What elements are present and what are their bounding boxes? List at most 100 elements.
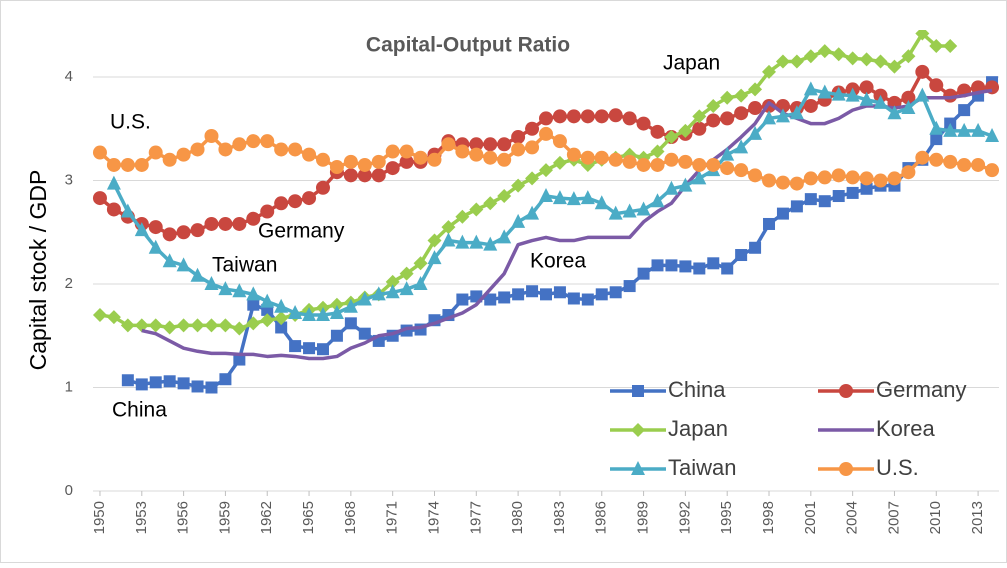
marker xyxy=(232,321,247,336)
marker xyxy=(469,147,484,162)
marker xyxy=(985,127,1000,142)
marker xyxy=(762,64,777,79)
marker xyxy=(803,49,818,64)
marker xyxy=(803,81,818,96)
y-tick-label: 2 xyxy=(65,275,73,292)
marker xyxy=(176,257,191,272)
marker xyxy=(566,147,581,162)
marker xyxy=(315,180,330,195)
marker xyxy=(832,190,845,203)
marker xyxy=(706,98,721,113)
marker xyxy=(162,253,177,268)
marker xyxy=(665,259,678,272)
x-tick-label: 1992 xyxy=(676,501,693,534)
series-line xyxy=(141,88,993,361)
marker xyxy=(121,374,134,387)
marker xyxy=(831,168,846,183)
marker xyxy=(720,90,735,105)
marker xyxy=(191,380,204,393)
marker xyxy=(385,161,400,176)
marker xyxy=(343,298,358,313)
x-tick-label: 1959 xyxy=(216,501,233,534)
marker xyxy=(650,124,665,139)
marker xyxy=(748,82,763,97)
marker xyxy=(469,202,484,217)
marker xyxy=(664,152,679,167)
marker xyxy=(901,49,916,64)
legend-label: U.S. xyxy=(876,455,919,480)
marker xyxy=(957,157,972,172)
marker xyxy=(246,211,261,226)
marker xyxy=(859,80,874,95)
marker xyxy=(664,180,679,195)
marker xyxy=(162,320,177,335)
marker xyxy=(707,257,720,270)
marker xyxy=(497,189,512,204)
marker xyxy=(887,171,902,186)
marker xyxy=(748,101,763,116)
y-tick-label: 4 xyxy=(65,68,73,85)
marker xyxy=(455,144,470,159)
marker xyxy=(706,113,721,128)
marker xyxy=(399,154,414,169)
marker xyxy=(539,163,553,178)
marker xyxy=(943,154,958,169)
marker xyxy=(929,38,944,53)
marker xyxy=(190,267,205,282)
marker xyxy=(901,165,916,180)
marker xyxy=(260,313,275,328)
marker xyxy=(399,266,414,281)
marker xyxy=(511,142,526,157)
marker xyxy=(608,152,623,167)
marker xyxy=(678,154,693,169)
marker xyxy=(106,175,121,190)
x-tick-label: 1995 xyxy=(718,501,735,534)
marker xyxy=(455,209,470,224)
marker xyxy=(288,194,303,209)
marker xyxy=(92,191,107,206)
marker xyxy=(735,249,748,262)
marker xyxy=(581,293,594,306)
x-tick-label: 1998 xyxy=(760,501,777,534)
marker xyxy=(720,161,735,176)
marker xyxy=(413,150,428,165)
chart-title: Capital-Output Ratio xyxy=(366,34,570,57)
marker xyxy=(762,173,777,188)
marker xyxy=(789,176,804,191)
marker xyxy=(552,109,567,124)
marker xyxy=(971,122,986,137)
marker xyxy=(706,157,721,172)
x-tick-label: 1962 xyxy=(258,501,275,534)
marker xyxy=(218,142,233,157)
legend-label: Germany xyxy=(876,377,966,402)
marker xyxy=(176,225,191,240)
marker xyxy=(650,157,665,172)
marker xyxy=(330,329,343,342)
marker xyxy=(219,373,232,386)
marker xyxy=(511,213,526,228)
marker xyxy=(134,157,149,172)
marker xyxy=(357,291,372,306)
marker xyxy=(594,109,609,124)
marker xyxy=(839,384,853,398)
marker xyxy=(608,205,623,220)
marker xyxy=(274,311,289,326)
marker xyxy=(580,150,595,165)
series-line xyxy=(112,87,993,317)
marker xyxy=(789,105,804,120)
marker xyxy=(162,227,177,242)
marker xyxy=(371,154,386,169)
marker xyxy=(859,91,874,106)
marker xyxy=(651,259,664,272)
marker xyxy=(106,202,121,217)
marker xyxy=(303,342,316,355)
x-tick-label: 1950 xyxy=(91,501,108,534)
marker xyxy=(915,87,930,102)
x-tick-label: 1956 xyxy=(175,501,192,534)
marker xyxy=(484,293,497,306)
marker xyxy=(734,163,749,178)
marker xyxy=(135,378,148,391)
marker xyxy=(594,195,609,210)
marker xyxy=(413,276,428,290)
marker xyxy=(622,111,637,126)
